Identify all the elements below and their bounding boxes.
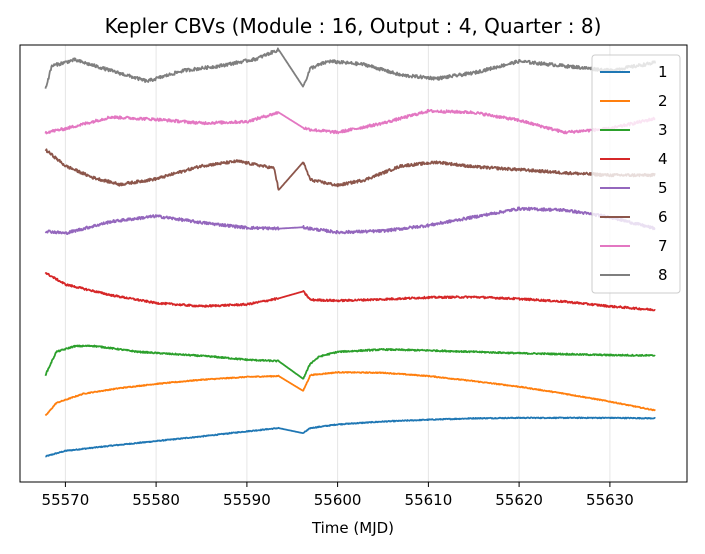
x-tick-label-0: 55570: [42, 491, 90, 509]
series-line-6: [44, 148, 656, 191]
x-tick-label-2: 55590: [223, 491, 271, 509]
legend-label-6: 6: [658, 208, 668, 226]
x-tick-label-6: 55630: [586, 491, 634, 509]
legend-box: [591, 54, 681, 294]
series-line-3: [44, 344, 656, 380]
legend-label-7: 7: [658, 237, 668, 255]
x-tick-label-1: 55580: [132, 491, 180, 509]
legend: 1 2 3 4 5 6 7 8: [591, 54, 681, 294]
x-tick-label-4: 55610: [405, 491, 453, 509]
legend-label-8: 8: [658, 266, 668, 284]
series-line-1: [45, 416, 656, 458]
grid-lines: [64, 45, 611, 482]
legend-label-5: 5: [658, 179, 668, 197]
legend-label-3: 3: [658, 121, 668, 139]
x-tick-label-5: 55620: [495, 491, 543, 509]
series-line-7: [44, 108, 656, 135]
series-line-5: [44, 206, 656, 236]
series-line-2: [44, 370, 656, 417]
x-tick-label-3: 55600: [314, 491, 362, 509]
series-line-4: [44, 271, 656, 312]
x-axis-ticks: 55570 55580 55590 55600 55610 55620 55630: [42, 482, 634, 509]
plot-area-frame: [19, 44, 688, 483]
legend-label-4: 4: [658, 150, 668, 168]
x-axis-label: Time (MJD): [311, 519, 394, 537]
series-line-8: [44, 47, 657, 89]
legend-label-2: 2: [658, 92, 668, 110]
series-lines: [44, 47, 657, 458]
chart-title: Kepler CBVs (Module : 16, Output : 4, Qu…: [105, 14, 602, 38]
legend-label-1: 1: [658, 63, 668, 81]
